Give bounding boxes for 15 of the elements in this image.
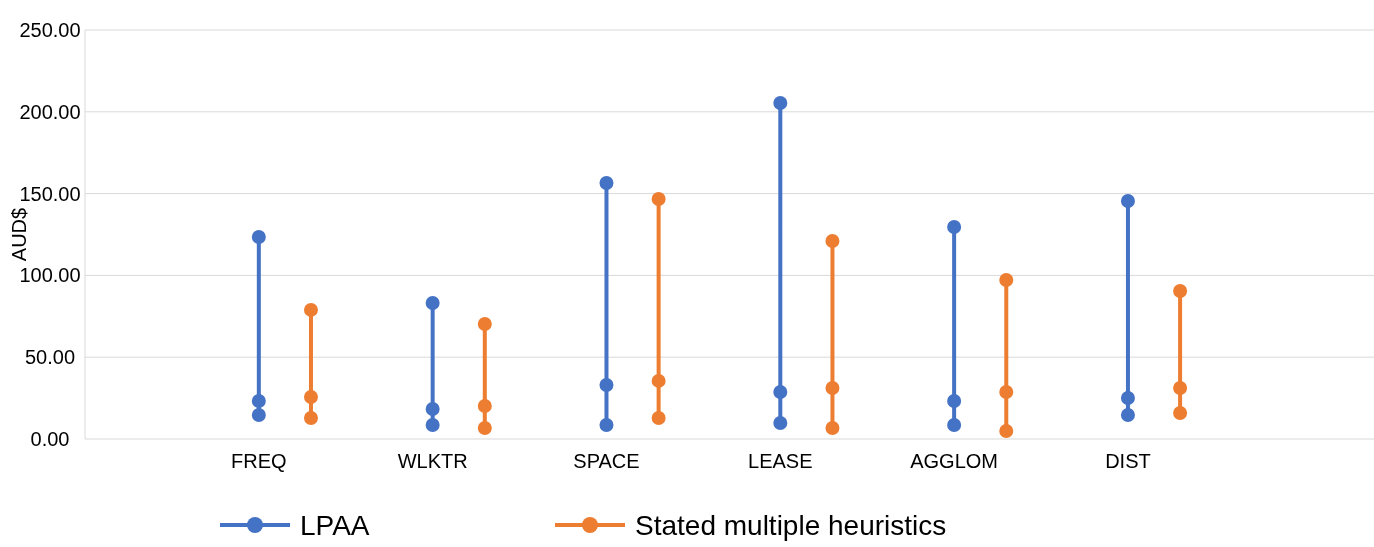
legend-label: Stated multiple heuristics — [635, 509, 947, 541]
y-tick-label: 50.00 — [24, 346, 76, 369]
y-tick-label: 150.00 — [19, 182, 81, 205]
y-tick-label: 200.00 — [19, 100, 81, 123]
y-tick-label: 250.00 — [19, 19, 81, 41]
y-tick-label: 0.00 — [30, 428, 70, 450]
y-axis-title: AUD$ — [8, 207, 30, 262]
x-tick-label: WLKTR — [397, 450, 468, 472]
x-tick-label: FREQ — [231, 450, 287, 472]
y-tick-label: 100.00 — [19, 264, 81, 287]
x-tick-label: SPACE — [573, 450, 640, 472]
x-tick-label: AGGLOM — [910, 450, 999, 472]
x-tick-label: DIST — [1105, 450, 1151, 472]
legend-label: LPAA — [300, 509, 370, 541]
x-tick-label: LEASE — [748, 450, 813, 472]
